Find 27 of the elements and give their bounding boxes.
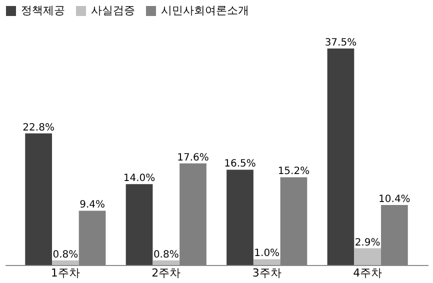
x-tick-label: 1주차 (50, 266, 80, 280)
bar (327, 48, 354, 265)
x-tick-label: 2주차 (152, 266, 181, 280)
bar (152, 260, 180, 265)
x-tick-label: 4주차 (353, 266, 382, 280)
legend-label: 정책제공 (21, 4, 65, 17)
data-label: 0.8% (153, 249, 179, 260)
bar (253, 259, 280, 265)
data-label: 1.0% (254, 248, 280, 260)
data-label: 17.6% (177, 152, 209, 164)
data-label: 10.4% (378, 194, 410, 205)
data-label: 0.8% (52, 249, 78, 260)
bar (126, 184, 153, 265)
bar (226, 170, 254, 265)
data-label: 9.4% (80, 200, 105, 211)
x-tick-label: 3주차 (252, 266, 282, 280)
bar (52, 260, 79, 265)
data-label: 22.8% (22, 122, 54, 134)
data-label: 15.2% (278, 166, 310, 178)
data-label: 14.0% (123, 173, 156, 184)
data-label: 2.9% (354, 237, 380, 248)
legend-label: 사실검증 (91, 4, 135, 17)
legend-label: 시민사회여론소개 (161, 4, 249, 17)
bar (25, 133, 52, 265)
data-label: 16.5% (224, 158, 256, 170)
data-label: 37.5% (324, 37, 357, 48)
bar (354, 248, 381, 265)
